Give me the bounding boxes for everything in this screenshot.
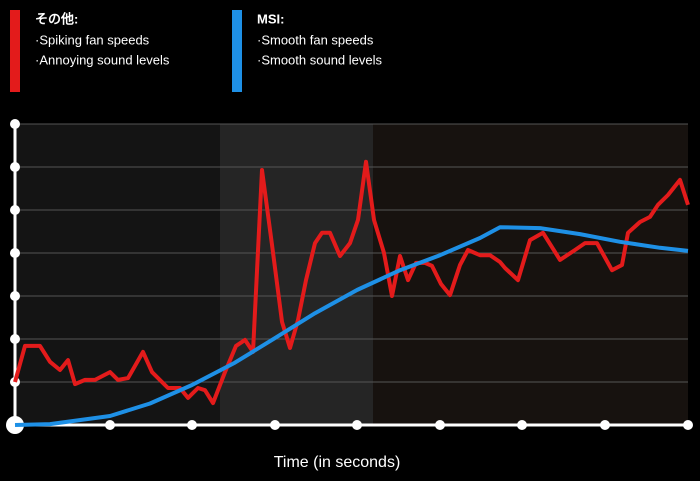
series-line [13,159,690,406]
x-tick [517,420,527,430]
legend-note: ·Smooth fan speeds [257,32,374,47]
x-tick [187,420,197,430]
x-tick [105,420,115,430]
y-tick [10,334,20,344]
band [373,124,688,425]
legend-note: ·Annoying sound levels [35,52,170,67]
legend-note: ·Spiking fan speeds [35,32,150,47]
legend-swatch [10,10,20,92]
x-tick [600,420,610,430]
legend-note: ·Smooth sound levels [257,52,383,67]
x-axis-label: Time (in seconds) [274,454,401,471]
legend-label: その他: [35,11,78,26]
x-tick [270,420,280,430]
x-tick [683,420,693,430]
y-tick [10,205,20,215]
y-tick [10,162,20,172]
series-line [14,225,689,427]
legend-label: MSI: [257,11,284,26]
y-tick [10,119,20,129]
y-tick [10,248,20,258]
y-tick [10,291,20,301]
band [220,124,373,425]
legend-swatch [232,10,242,92]
band [15,124,220,425]
x-tick [435,420,445,430]
x-tick [352,420,362,430]
